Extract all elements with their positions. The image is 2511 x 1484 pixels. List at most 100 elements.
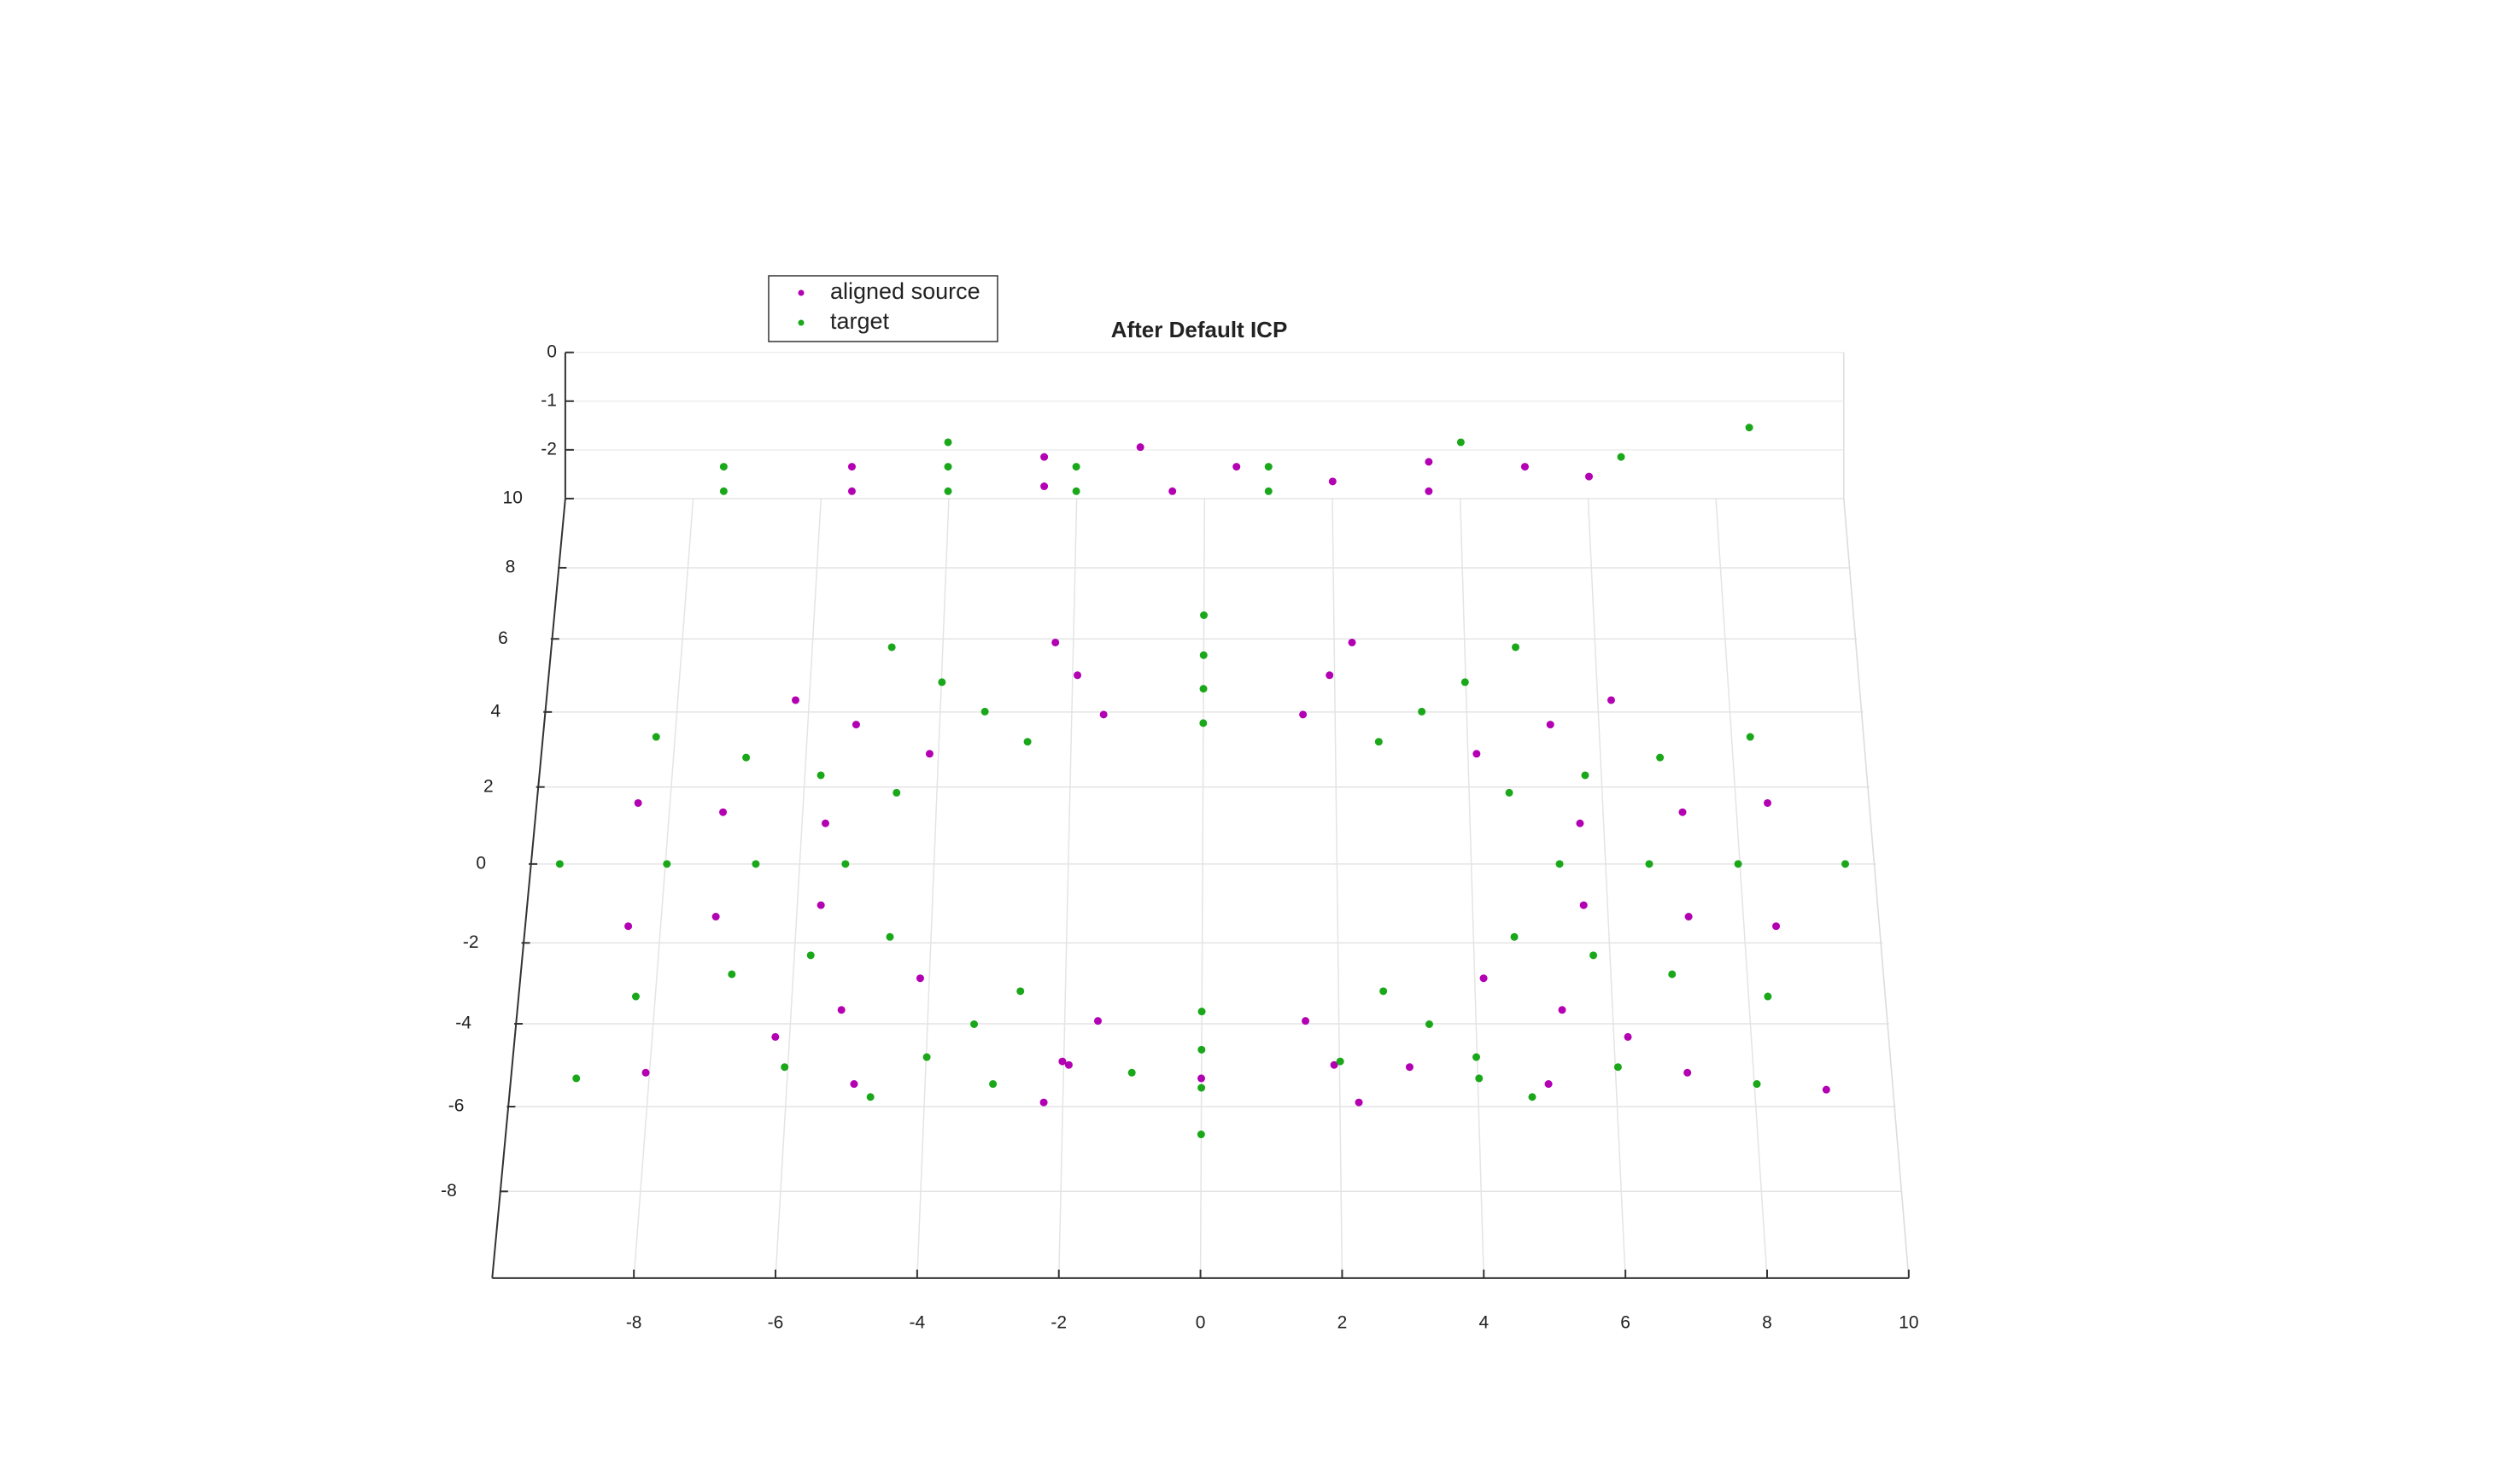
point [1064,1060,1073,1069]
point [1328,477,1337,486]
x-tick-label: 8 [1762,1312,1772,1332]
point [1746,733,1754,741]
grid-line [1459,498,1485,1278]
point [1330,1060,1338,1069]
point [1510,932,1519,941]
point [719,487,728,495]
point [1645,860,1654,868]
point [837,1006,846,1014]
point [1264,463,1273,471]
point [1099,710,1108,719]
grid-line [1332,498,1343,1278]
point [1764,798,1772,807]
point [922,1053,931,1061]
point [1511,643,1519,651]
point [1199,685,1208,693]
point [719,463,728,471]
y-tick-label: -2 [463,932,479,952]
point [1753,1080,1761,1089]
point [1555,860,1564,868]
point [1023,738,1032,746]
point [771,1032,780,1041]
point [1472,1053,1481,1061]
point [925,750,934,758]
z-tick-label: -1 [541,390,557,410]
point [1199,719,1208,727]
point [1479,974,1488,983]
x-tick-label: -6 [768,1312,784,1332]
point [1051,638,1060,646]
point [944,463,952,471]
point [1040,482,1049,491]
x-tick-label: 0 [1196,1312,1206,1332]
point [1094,1017,1103,1025]
point [1302,1017,1310,1025]
point [1607,696,1615,704]
point [1197,1008,1206,1016]
point [1683,1068,1692,1077]
y-tick-label: -4 [455,1014,471,1033]
point [1418,707,1426,716]
point [1546,721,1554,729]
point [1136,443,1144,452]
point [1558,1006,1566,1014]
point [817,771,825,780]
point [572,1074,581,1083]
series-points [555,424,1850,1139]
point [886,932,894,941]
point [1197,1045,1206,1054]
point [631,992,640,1001]
point [663,860,671,868]
point [1822,1085,1830,1094]
x-tick-label: -4 [910,1312,926,1332]
point [742,753,751,762]
legend-box [768,275,998,342]
grid-line [775,498,822,1278]
point [1425,1020,1433,1029]
point [1475,1074,1484,1083]
y-tick-label: -6 [448,1096,465,1116]
point [1528,1093,1536,1101]
point [1617,453,1625,461]
point [1379,987,1388,996]
point [1039,1098,1048,1107]
point [1197,1074,1206,1083]
point [1197,1084,1206,1092]
legend-marker [798,319,805,326]
point [1355,1098,1363,1107]
point [847,487,856,495]
point [1072,487,1080,495]
point [555,860,564,868]
point [634,798,642,807]
point [847,463,856,471]
y-axis [491,498,566,1278]
point [1520,463,1529,471]
z-tick-label: 0 [547,342,557,361]
point [893,788,901,797]
point [1199,651,1208,659]
y-tick-label: 2 [483,776,494,796]
chart-title: After Default ICP [1111,317,1288,342]
point [1684,913,1693,921]
point [1656,753,1665,762]
y-tick-label: 0 [476,853,486,873]
point [841,860,850,868]
point [1734,860,1742,868]
point [1581,771,1589,780]
point [821,819,829,827]
legend-label: aligned source [830,278,980,304]
legend-label: target [830,308,890,334]
point [806,951,815,960]
point [1197,1131,1205,1139]
y-tick-label: 10 [503,488,523,507]
point [852,721,860,729]
point [1589,951,1598,960]
grid-line [1715,498,1768,1278]
point [866,1093,875,1101]
x-tick-label: -8 [626,1312,642,1332]
x-tick-label: 6 [1620,1312,1630,1332]
point [970,1020,979,1029]
point [887,643,896,651]
point [817,901,825,909]
